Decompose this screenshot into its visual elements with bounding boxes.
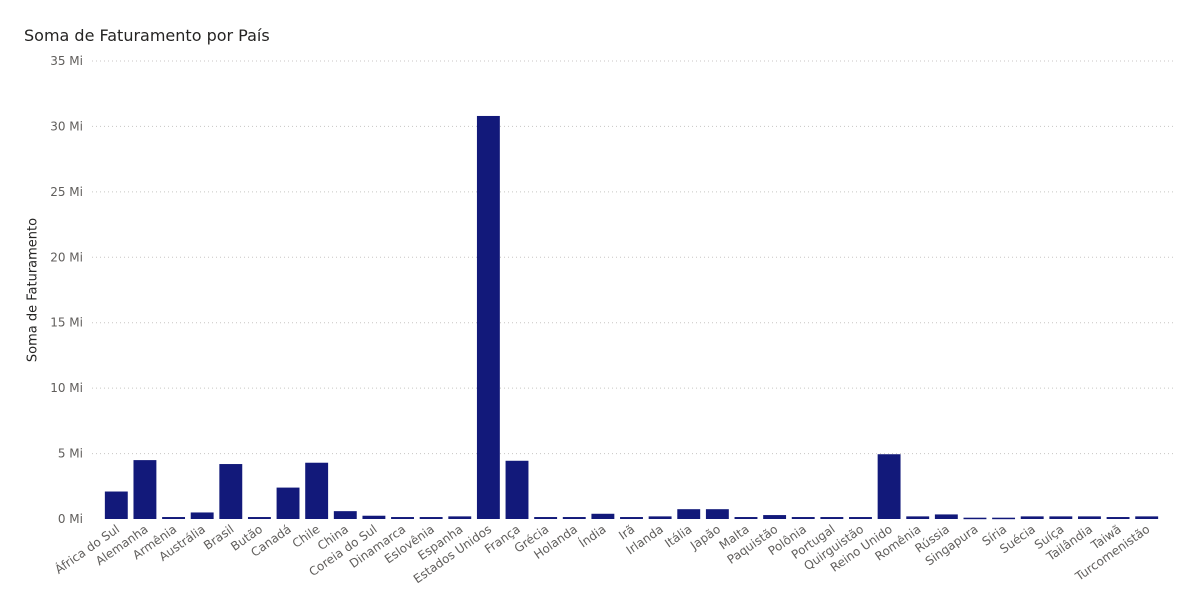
x-tick-label: Índia [576, 521, 609, 550]
y-axis-ticks: 0 Mi 5 Mi 10 Mi 15 Mi 20 Mi 25 Mi 30 Mi 35 Mi [50, 54, 83, 526]
bar[interactable] [705, 509, 729, 519]
bar[interactable] [247, 517, 271, 519]
bar[interactable] [133, 460, 157, 519]
bar[interactable] [677, 509, 701, 519]
bar[interactable] [162, 517, 186, 519]
y-tick-label: 25 Mi [50, 185, 83, 199]
bar[interactable] [1020, 516, 1044, 519]
gridlines [92, 60, 1173, 455]
bar[interactable] [534, 517, 558, 519]
y-tick-label: 35 Mi [50, 54, 83, 68]
y-tick-label: 15 Mi [50, 316, 83, 330]
bar[interactable] [104, 491, 128, 519]
bar[interactable] [763, 515, 787, 519]
bar[interactable] [591, 513, 615, 519]
bar[interactable] [219, 464, 243, 519]
bar[interactable] [791, 517, 815, 519]
bar[interactable] [1049, 516, 1073, 519]
bar[interactable] [849, 517, 872, 519]
bar[interactable] [734, 517, 758, 519]
y-tick-label: 10 Mi [50, 381, 83, 395]
bar[interactable] [1106, 517, 1130, 519]
bar[interactable] [620, 517, 643, 519]
y-tick-label: 0 Mi [58, 512, 83, 526]
x-tick-label: Itália [662, 522, 694, 550]
bar[interactable] [305, 462, 329, 519]
chart-title: Soma de Faturamento por País [24, 26, 270, 45]
bar[interactable] [877, 454, 901, 519]
bar[interactable] [476, 115, 500, 520]
bar[interactable] [648, 516, 672, 519]
x-tick-label: Japão [687, 522, 723, 553]
bar[interactable] [276, 487, 300, 519]
bar[interactable] [505, 460, 529, 519]
y-tick-label: 20 Mi [50, 250, 83, 264]
bar[interactable] [419, 517, 443, 519]
bar[interactable] [1135, 516, 1159, 519]
bars [104, 115, 1159, 520]
bar[interactable] [820, 517, 844, 519]
bar[interactable] [963, 517, 987, 520]
bar[interactable] [391, 517, 414, 519]
x-axis-ticks: África do SulAlemanhaArmêniaAustráliaBra… [52, 521, 1153, 586]
bar[interactable] [448, 516, 472, 519]
bar[interactable] [333, 511, 357, 519]
bar[interactable] [190, 512, 214, 519]
y-tick-label: 30 Mi [50, 119, 83, 133]
bar[interactable] [1078, 516, 1101, 519]
bar[interactable] [906, 516, 930, 519]
bar[interactable] [562, 517, 586, 519]
y-tick-label: 5 Mi [58, 447, 83, 461]
bar[interactable] [992, 517, 1016, 520]
bar[interactable] [934, 514, 958, 519]
bar[interactable] [362, 515, 386, 519]
